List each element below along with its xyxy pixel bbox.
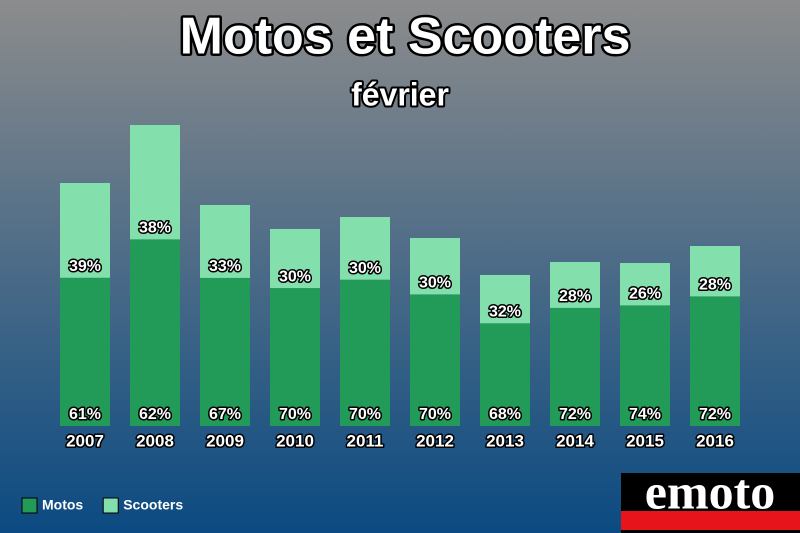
bar-segment bbox=[690, 246, 740, 297]
data-label: 70% bbox=[349, 406, 381, 423]
x-tick-label: 2011 bbox=[347, 431, 384, 450]
data-label: 68% bbox=[489, 406, 521, 423]
x-tick-label: 2012 bbox=[416, 431, 454, 450]
logo: emoto bbox=[645, 463, 776, 519]
bar-segment bbox=[550, 262, 600, 308]
data-label: 67% bbox=[209, 406, 241, 423]
legend-label: Scooters bbox=[123, 497, 183, 513]
bar-segment bbox=[200, 205, 250, 278]
x-tick-label: 2014 bbox=[556, 431, 594, 450]
x-tick-label: 2007 bbox=[66, 431, 104, 450]
x-tick-label: 2016 bbox=[696, 431, 734, 450]
bar-segment bbox=[130, 239, 180, 426]
data-label: 32% bbox=[489, 304, 521, 321]
bar-segment bbox=[480, 323, 530, 426]
data-label: 30% bbox=[279, 268, 311, 285]
data-label: 74% bbox=[629, 406, 661, 423]
bar-segment bbox=[270, 288, 320, 426]
bar-segment bbox=[60, 183, 110, 278]
bar-segment bbox=[410, 294, 460, 426]
bar-segment bbox=[410, 238, 460, 295]
bar-segment bbox=[340, 279, 390, 426]
data-label: 62% bbox=[139, 406, 171, 423]
logo-band bbox=[621, 511, 800, 530]
bar-segment bbox=[270, 229, 320, 289]
legend-label: Motos bbox=[42, 497, 83, 513]
x-tick-label: 2015 bbox=[626, 431, 664, 450]
data-label: 70% bbox=[419, 406, 451, 423]
data-label: 72% bbox=[559, 406, 591, 423]
bar-segment bbox=[550, 307, 600, 426]
x-tick-label: 2013 bbox=[486, 431, 524, 450]
bar-segment bbox=[480, 275, 530, 324]
bar-segment bbox=[200, 277, 250, 426]
bar-segment bbox=[340, 217, 390, 280]
legend-swatch bbox=[21, 497, 38, 514]
x-tick-label: 2008 bbox=[136, 431, 174, 450]
bar-segment bbox=[620, 305, 670, 426]
data-label: 28% bbox=[559, 288, 591, 305]
data-label: 39% bbox=[69, 258, 101, 275]
data-label: 30% bbox=[419, 275, 451, 292]
data-label: 33% bbox=[209, 258, 241, 275]
data-label: 61% bbox=[69, 406, 101, 423]
bar-segment bbox=[620, 263, 670, 306]
chart-title: Motos et Scooters bbox=[180, 8, 631, 66]
data-label: 30% bbox=[349, 260, 381, 277]
legend-swatch bbox=[102, 497, 119, 514]
data-label: 72% bbox=[699, 406, 731, 423]
data-label: 28% bbox=[699, 277, 731, 294]
data-label: 26% bbox=[629, 286, 661, 303]
data-label: 70% bbox=[279, 406, 311, 423]
bar-segment bbox=[130, 125, 180, 240]
bar-segment bbox=[60, 277, 110, 426]
x-tick-label: 2009 bbox=[206, 431, 244, 450]
chart-subtitle: février bbox=[351, 76, 449, 112]
data-label: 38% bbox=[139, 220, 171, 237]
x-tick-label: 2010 bbox=[276, 431, 314, 450]
bar-segment bbox=[690, 296, 740, 426]
